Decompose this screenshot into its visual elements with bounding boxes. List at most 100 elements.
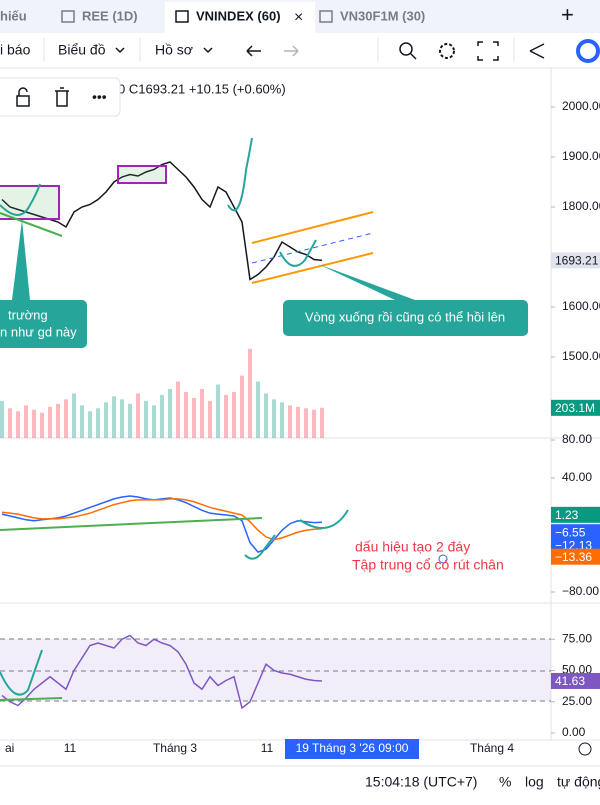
trash-icon[interactable]: [55, 87, 69, 107]
path-drawing: [299, 509, 349, 529]
y-tick-label: 0.00: [562, 725, 586, 739]
y-tick-label: 1600.00: [562, 299, 600, 313]
volume-bar: [176, 381, 180, 438]
rsi-band: [0, 639, 551, 701]
share-icon[interactable]: [529, 43, 545, 59]
price-badge-label: −6.55: [555, 525, 586, 539]
box-drawing: [0, 185, 60, 220]
volume-bar: [8, 408, 12, 438]
x-tick-label: ai: [5, 741, 14, 755]
trendline: [0, 212, 63, 237]
volume-bar: [168, 388, 172, 438]
path-drawing: [0, 649, 43, 696]
annotation-text: Tập trung cổ có rút chân: [352, 557, 504, 573]
x-tick-label: 11: [261, 741, 274, 755]
footer-button[interactable]: %: [499, 774, 511, 790]
channel: [251, 211, 374, 284]
y-tick-label: 75.00: [562, 631, 592, 645]
y-tick-label: 1500.00: [562, 349, 600, 363]
price-badge-label: 41.63: [555, 674, 585, 688]
fullscreen-icon[interactable]: [477, 41, 499, 61]
y-tick-label: 80.00: [562, 432, 592, 446]
volume-bar: [80, 405, 84, 438]
marker: [438, 554, 448, 564]
price-badge-label: 203.1M: [555, 401, 595, 415]
price-badge-label: 1.23: [555, 508, 579, 522]
tab[interactable]: VNINDEX (60): [196, 8, 281, 23]
volume-bar: [136, 393, 140, 438]
y-tick-label: −80.00: [562, 584, 599, 598]
volume-bar: [216, 384, 220, 438]
price-badge: [551, 506, 600, 523]
toolbar-button[interactable]: Hồ sơ: [155, 42, 193, 58]
y-tick-label: 1800.00: [562, 199, 600, 213]
tab[interactable]: hiếu: [0, 8, 27, 23]
volume-bar: [96, 408, 100, 438]
settings-icon[interactable]: [578, 742, 592, 756]
volume-bar: [312, 409, 316, 438]
callout: [283, 300, 528, 336]
y-tick-label: 25.00: [562, 694, 592, 708]
toolbar-button[interactable]: Biểu đồ: [58, 42, 106, 58]
volume-bar: [40, 412, 44, 438]
more-icon[interactable]: •••: [92, 89, 107, 105]
lock-icon[interactable]: [16, 95, 30, 107]
volume-bar: [320, 407, 324, 438]
tab[interactable]: REE (1D): [82, 8, 138, 23]
redo[interactable]: [284, 45, 299, 57]
volume-bar: [56, 403, 60, 438]
volume-bar: [264, 393, 268, 438]
volume-bar: [48, 406, 52, 438]
y-tick-label: 2000.00: [562, 99, 600, 113]
callout-pointer: [12, 220, 30, 300]
callout-pointer: [318, 264, 415, 300]
toolbar-button[interactable]: i báo: [0, 42, 31, 58]
undo[interactable]: [246, 45, 261, 57]
rsi-line: [1, 634, 323, 710]
price-badge: [551, 548, 600, 565]
volume-bar: [104, 402, 108, 438]
volume-bar: [144, 400, 148, 438]
volume-bar: [208, 400, 212, 438]
clock: 15:04:18 (UTC+7): [365, 774, 477, 790]
volume-bar: [88, 411, 92, 438]
y-tick-label: 40.00: [562, 470, 592, 484]
tab-icon: [319, 10, 333, 23]
volume-bar: [248, 348, 252, 438]
trendline: [0, 517, 263, 531]
settings-icon[interactable]: [439, 43, 455, 59]
volume-bar: [72, 393, 76, 438]
volume-bar: [112, 396, 116, 438]
line-series: [1, 495, 323, 553]
tab-icon: [175, 10, 189, 23]
callout-text: Vòng xuống rồi cũng có thể hồi lên: [305, 309, 505, 324]
x-tick-label: Tháng 3: [153, 741, 197, 755]
snapshot-icon: [409, 52, 417, 60]
price-badge-label: −13.36: [555, 550, 592, 564]
volume-bar: [304, 408, 308, 438]
close-icon[interactable]: ×: [294, 9, 303, 26]
volume-bar: [224, 394, 228, 438]
path-drawing: [244, 534, 276, 560]
callout: [0, 300, 87, 348]
callout-text: n như gd này: [0, 324, 77, 339]
path-drawing: [0, 183, 41, 216]
active-tab: [165, 2, 315, 33]
footer-button[interactable]: log: [525, 774, 544, 790]
footer-button[interactable]: tự động: [557, 774, 600, 790]
volume-bar: [128, 403, 132, 438]
chevron: [115, 47, 125, 54]
tab[interactable]: VN30F1M (30): [340, 8, 425, 23]
volume-bar: [280, 402, 284, 438]
volume-bar: [160, 394, 164, 438]
volume-bar: [184, 391, 188, 438]
volume-bar: [256, 381, 260, 438]
chevron: [203, 47, 213, 54]
snapshot-icon[interactable]: [399, 42, 413, 56]
add-tab[interactable]: +: [561, 2, 574, 27]
y-tick-label: 1900.00: [562, 149, 600, 163]
marks: [0, 161, 324, 710]
box-drawing: [117, 165, 167, 184]
callout-text: trường: [8, 307, 48, 322]
